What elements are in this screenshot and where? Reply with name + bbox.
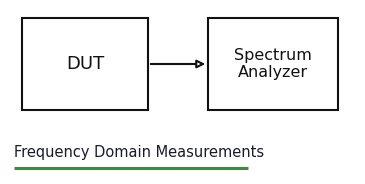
Bar bbox=[22, 18, 148, 110]
Text: Spectrum
Analyzer: Spectrum Analyzer bbox=[234, 48, 312, 80]
Text: DUT: DUT bbox=[66, 55, 104, 73]
Text: Frequency Domain Measurements: Frequency Domain Measurements bbox=[14, 144, 264, 160]
Bar bbox=[208, 18, 338, 110]
